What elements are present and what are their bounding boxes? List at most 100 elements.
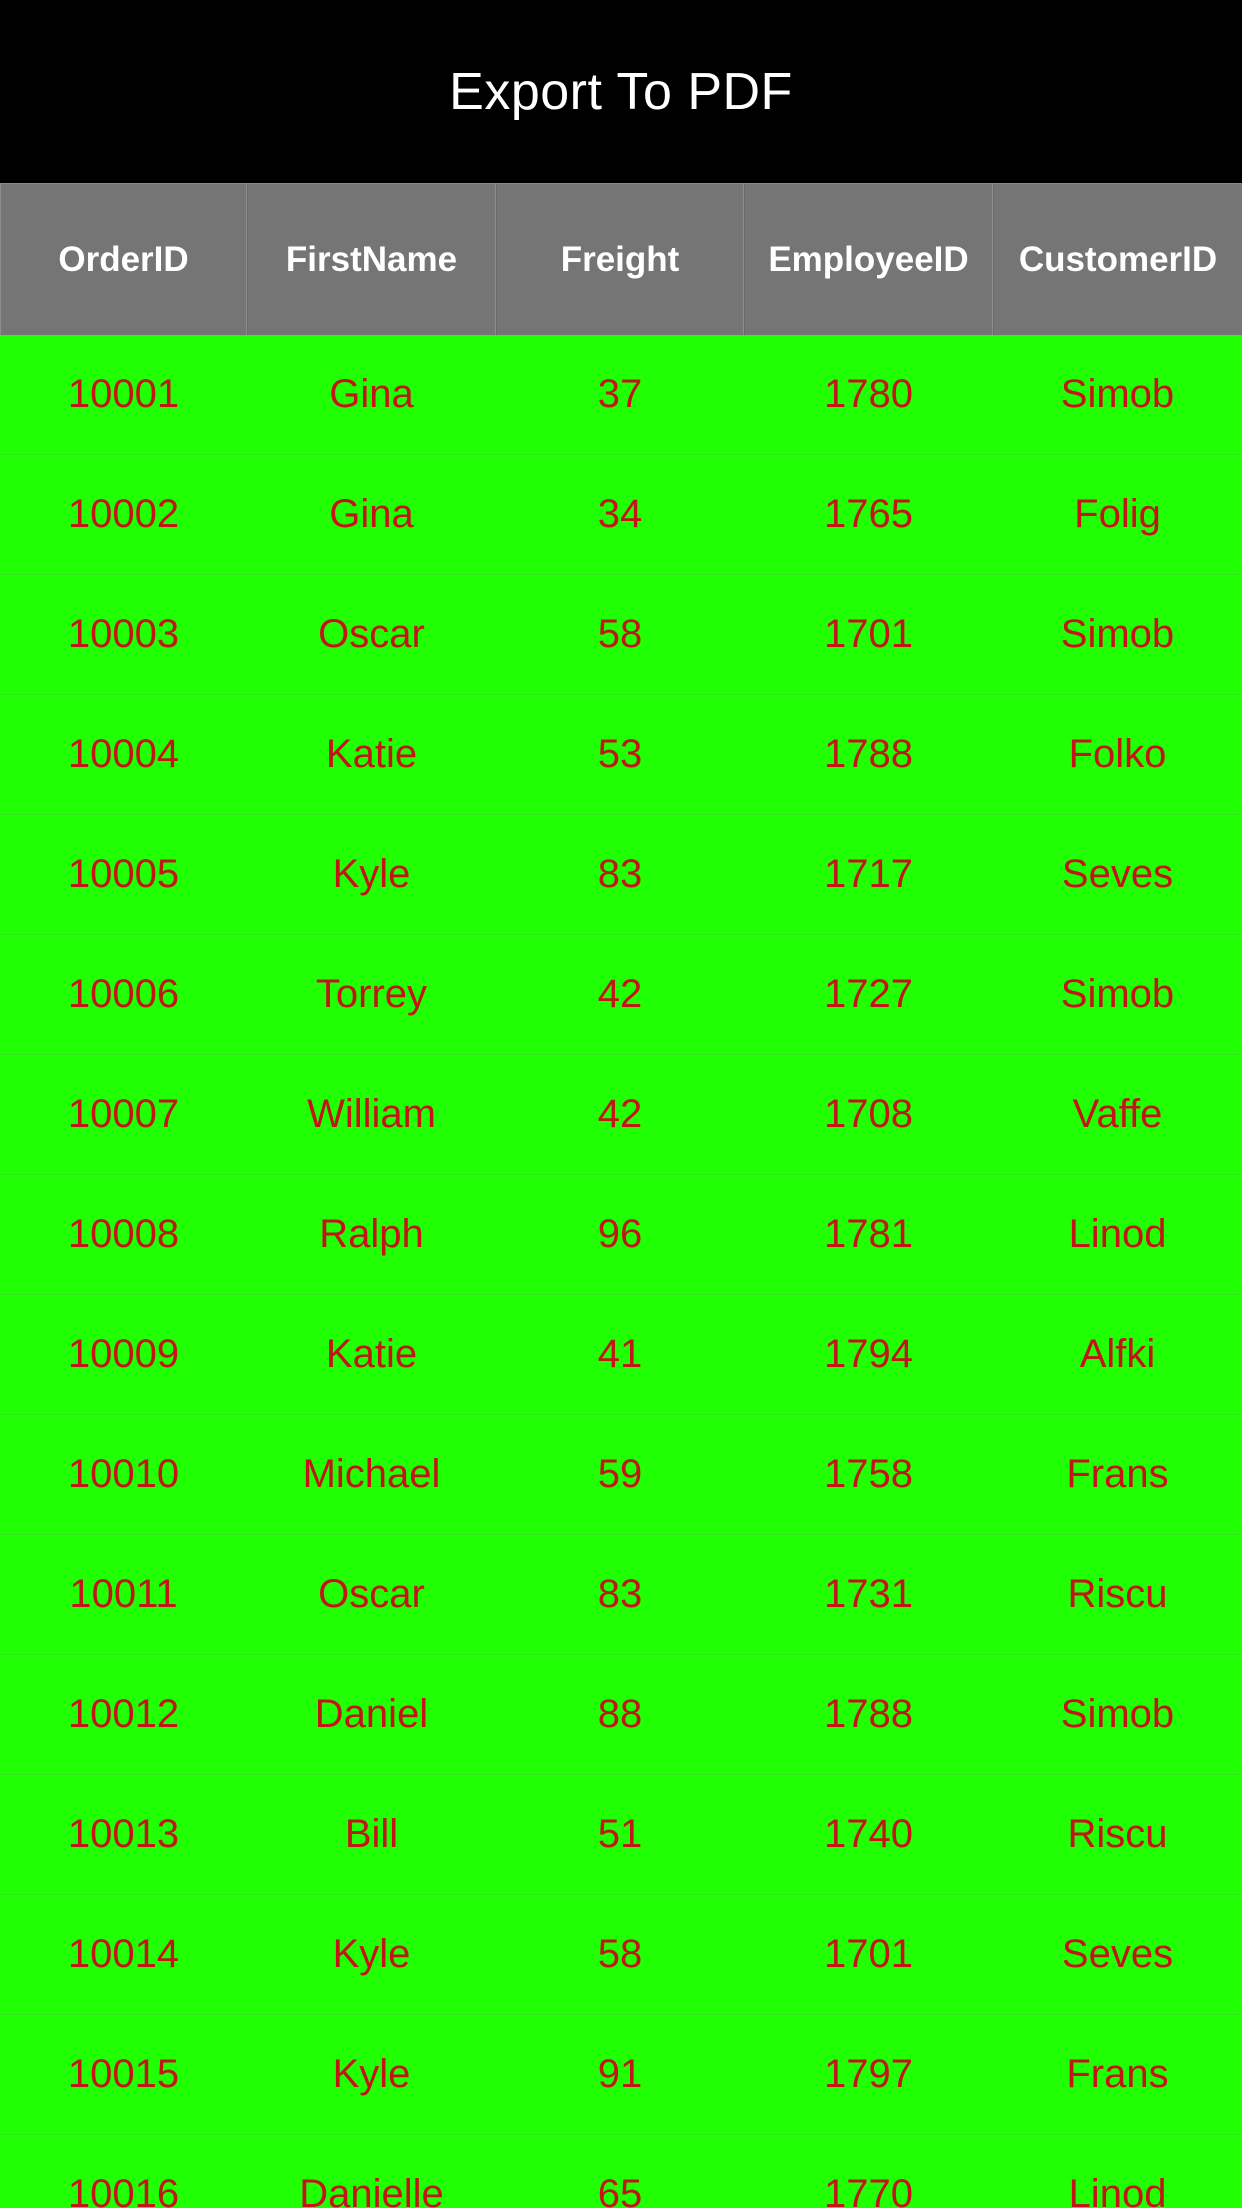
grid-row[interactable]: 10014 Kyle 58 1701 Seves bbox=[0, 1895, 1242, 2015]
grid-row[interactable]: 10008 Ralph 96 1781 Linod bbox=[0, 1175, 1242, 1295]
grid-row[interactable]: 10010 Michael 59 1758 Frans bbox=[0, 1415, 1242, 1535]
cell-freight[interactable]: 58 bbox=[597, 612, 643, 656]
cell-customerid[interactable]: Simob bbox=[1060, 612, 1175, 656]
column-header-firstname[interactable]: FirstName bbox=[247, 184, 496, 335]
cell-firstname[interactable]: Oscar bbox=[318, 612, 425, 656]
cell-firstname[interactable]: Katie bbox=[325, 732, 418, 776]
data-grid[interactable]: OrderID FirstName Freight EmployeeID Cus… bbox=[0, 183, 1242, 2208]
cell-firstname[interactable]: William bbox=[307, 1092, 436, 1136]
cell-customerid[interactable]: Linod bbox=[1068, 1212, 1167, 1256]
cell-orderid[interactable]: 10002 bbox=[67, 492, 180, 536]
grid-row[interactable]: 10005 Kyle 83 1717 Seves bbox=[0, 815, 1242, 935]
cell-orderid[interactable]: 10015 bbox=[67, 2052, 180, 2096]
cell-orderid[interactable]: 10005 bbox=[67, 852, 180, 896]
cell-employeeid[interactable]: 1740 bbox=[824, 1812, 913, 1856]
cell-freight[interactable]: 59 bbox=[597, 1452, 643, 1496]
grid-row[interactable]: 10015 Kyle 91 1797 Frans bbox=[0, 2015, 1242, 2135]
cell-orderid[interactable]: 10006 bbox=[67, 972, 180, 1016]
cell-employeeid[interactable]: 1727 bbox=[824, 972, 913, 1016]
cell-firstname[interactable]: Gina bbox=[329, 492, 414, 536]
cell-firstname[interactable]: Daniel bbox=[314, 1692, 429, 1736]
grid-row[interactable]: 10016 Danielle 65 1770 Linod bbox=[0, 2135, 1242, 2208]
cell-freight[interactable]: 58 bbox=[597, 1932, 643, 1976]
grid-row[interactable]: 10012 Daniel 88 1788 Simob bbox=[0, 1655, 1242, 1775]
grid-row[interactable]: 10003 Oscar 58 1701 Simob bbox=[0, 575, 1242, 695]
cell-freight[interactable]: 37 bbox=[597, 372, 643, 416]
grid-row[interactable]: 10001 Gina 37 1780 Simob bbox=[0, 335, 1242, 455]
cell-customerid[interactable]: Riscu bbox=[1067, 1572, 1168, 1616]
cell-freight[interactable]: 83 bbox=[597, 1572, 643, 1616]
cell-customerid[interactable]: Seves bbox=[1061, 1932, 1174, 1976]
cell-freight[interactable]: 42 bbox=[597, 972, 643, 1016]
cell-employeeid[interactable]: 1781 bbox=[824, 1212, 913, 1256]
cell-firstname[interactable]: Danielle bbox=[299, 2172, 444, 2208]
cell-freight[interactable]: 41 bbox=[597, 1332, 643, 1376]
cell-firstname[interactable]: Torrey bbox=[315, 972, 428, 1016]
cell-employeeid[interactable]: 1794 bbox=[824, 1332, 913, 1376]
cell-employeeid[interactable]: 1708 bbox=[824, 1092, 913, 1136]
cell-customerid[interactable]: Simob bbox=[1060, 972, 1175, 1016]
cell-firstname[interactable]: Oscar bbox=[318, 1572, 425, 1616]
cell-employeeid[interactable]: 1731 bbox=[824, 1572, 913, 1616]
cell-orderid[interactable]: 10009 bbox=[67, 1332, 180, 1376]
cell-firstname[interactable]: Gina bbox=[329, 372, 414, 416]
cell-customerid[interactable]: Frans bbox=[1066, 1452, 1169, 1496]
cell-freight[interactable]: 53 bbox=[597, 732, 643, 776]
cell-orderid[interactable]: 10007 bbox=[67, 1092, 180, 1136]
cell-firstname[interactable]: Bill bbox=[344, 1812, 399, 1856]
column-header-employeeid[interactable]: EmployeeID bbox=[744, 184, 993, 335]
cell-employeeid[interactable]: 1758 bbox=[824, 1452, 913, 1496]
grid-row[interactable]: 10007 William 42 1708 Vaffe bbox=[0, 1055, 1242, 1175]
grid-row[interactable]: 10004 Katie 53 1788 Folko bbox=[0, 695, 1242, 815]
cell-customerid[interactable]: Folig bbox=[1074, 492, 1161, 536]
cell-orderid[interactable]: 10010 bbox=[67, 1452, 180, 1496]
cell-freight[interactable]: 65 bbox=[597, 2172, 643, 2208]
cell-customerid[interactable]: Folko bbox=[1068, 732, 1167, 776]
cell-freight[interactable]: 34 bbox=[597, 492, 643, 536]
grid-row[interactable]: 10009 Katie 41 1794 Alfki bbox=[0, 1295, 1242, 1415]
cell-orderid[interactable]: 10004 bbox=[67, 732, 180, 776]
cell-freight[interactable]: 42 bbox=[597, 1092, 643, 1136]
cell-freight[interactable]: 51 bbox=[597, 1812, 643, 1856]
column-header-customerid[interactable]: CustomerID bbox=[993, 184, 1242, 335]
cell-firstname[interactable]: Michael bbox=[302, 1452, 441, 1496]
cell-employeeid[interactable]: 1770 bbox=[824, 2172, 913, 2208]
cell-orderid[interactable]: 10013 bbox=[67, 1812, 180, 1856]
cell-employeeid[interactable]: 1780 bbox=[824, 372, 913, 416]
cell-firstname[interactable]: Kyle bbox=[332, 1932, 411, 1976]
cell-customerid[interactable]: Riscu bbox=[1067, 1812, 1168, 1856]
cell-orderid[interactable]: 10003 bbox=[67, 612, 180, 656]
cell-firstname[interactable]: Ralph bbox=[319, 1212, 424, 1256]
grid-row[interactable]: 10006 Torrey 42 1727 Simob bbox=[0, 935, 1242, 1055]
grid-row[interactable]: 10013 Bill 51 1740 Riscu bbox=[0, 1775, 1242, 1895]
cell-customerid[interactable]: Alfki bbox=[1079, 1332, 1156, 1376]
cell-employeeid[interactable]: 1788 bbox=[824, 1692, 913, 1736]
cell-customerid[interactable]: Seves bbox=[1061, 852, 1174, 896]
cell-customerid[interactable]: Simob bbox=[1060, 1692, 1175, 1736]
cell-customerid[interactable]: Vaffe bbox=[1072, 1092, 1163, 1136]
cell-firstname[interactable]: Katie bbox=[325, 1332, 418, 1376]
cell-firstname[interactable]: Kyle bbox=[332, 2052, 411, 2096]
cell-customerid[interactable]: Frans bbox=[1066, 2052, 1169, 2096]
cell-employeeid[interactable]: 1701 bbox=[824, 612, 913, 656]
cell-employeeid[interactable]: 1765 bbox=[824, 492, 913, 536]
cell-freight[interactable]: 96 bbox=[597, 1212, 643, 1256]
grid-row[interactable]: 10002 Gina 34 1765 Folig bbox=[0, 455, 1242, 575]
grid-row[interactable]: 10011 Oscar 83 1731 Riscu bbox=[0, 1535, 1242, 1655]
cell-firstname[interactable]: Kyle bbox=[332, 852, 411, 896]
cell-freight[interactable]: 88 bbox=[597, 1692, 643, 1736]
cell-freight[interactable]: 83 bbox=[597, 852, 643, 896]
cell-orderid[interactable]: 10016 bbox=[67, 2172, 180, 2208]
cell-customerid[interactable]: Linod bbox=[1068, 2172, 1167, 2208]
cell-orderid[interactable]: 10001 bbox=[67, 372, 180, 416]
cell-freight[interactable]: 91 bbox=[597, 2052, 643, 2096]
cell-orderid[interactable]: 10012 bbox=[67, 1692, 180, 1736]
cell-orderid[interactable]: 10011 bbox=[69, 1572, 178, 1616]
cell-employeeid[interactable]: 1797 bbox=[824, 2052, 913, 2096]
column-header-orderid[interactable]: OrderID bbox=[0, 184, 247, 335]
cell-employeeid[interactable]: 1701 bbox=[824, 1932, 913, 1976]
cell-employeeid[interactable]: 1717 bbox=[824, 852, 913, 896]
cell-orderid[interactable]: 10014 bbox=[67, 1932, 180, 1976]
cell-employeeid[interactable]: 1788 bbox=[824, 732, 913, 776]
cell-customerid[interactable]: Simob bbox=[1060, 372, 1175, 416]
